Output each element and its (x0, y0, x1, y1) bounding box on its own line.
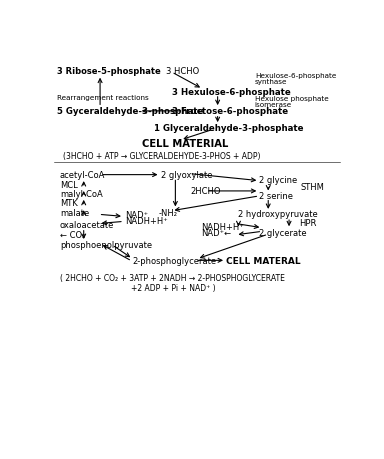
Text: NAD⁺←: NAD⁺← (201, 229, 232, 238)
Text: synthase: synthase (255, 79, 287, 85)
Text: NADH+H⁺: NADH+H⁺ (201, 222, 244, 231)
Text: +2 ADP + Pi + NAD⁺ ): +2 ADP + Pi + NAD⁺ ) (131, 284, 216, 293)
Text: HPR: HPR (300, 219, 317, 228)
Text: 3 Hexulose-6-phosphate: 3 Hexulose-6-phosphate (172, 87, 290, 96)
Text: 2-phosphoglycerate: 2-phosphoglycerate (133, 256, 217, 265)
Text: 3 Fructose-6-phosphate: 3 Fructose-6-phosphate (172, 107, 288, 116)
Text: 3 Ribose-5-phosphate: 3 Ribose-5-phosphate (57, 67, 161, 75)
Text: oxaloacetate: oxaloacetate (60, 221, 114, 230)
Text: 2 glyoxylate: 2 glyoxylate (161, 171, 213, 180)
Text: acetyl-CoA: acetyl-CoA (60, 171, 105, 180)
Text: 2 hydroxypyruvate: 2 hydroxypyruvate (238, 210, 318, 218)
Text: 2 glycine: 2 glycine (259, 176, 298, 185)
Text: CELL MATERIAL: CELL MATERIAL (142, 139, 228, 149)
Text: CELL MATERAL: CELL MATERAL (226, 256, 301, 265)
Text: isomerase: isomerase (255, 102, 292, 108)
Text: 2 serine: 2 serine (259, 191, 293, 200)
Text: ( 2HCHO + CO₂ + 3ATP + 2NADH → 2-PHOSPHOGLYCERATE: ( 2HCHO + CO₂ + 3ATP + 2NADH → 2-PHOSPHO… (60, 273, 285, 282)
Text: malate: malate (60, 209, 89, 218)
Text: MTK: MTK (60, 199, 78, 208)
Text: -NH₂: -NH₂ (159, 208, 178, 217)
Text: Hexulose phosphate: Hexulose phosphate (255, 96, 329, 102)
Text: 2 glycerate: 2 glycerate (259, 228, 307, 237)
Text: ← CO₂: ← CO₂ (60, 231, 85, 240)
Text: MCL: MCL (60, 181, 78, 190)
Text: phosphoenolpyruvate: phosphoenolpyruvate (60, 241, 152, 250)
Text: 3 HCHO: 3 HCHO (166, 67, 199, 75)
Text: (3HCHO + ATP → GLYCERALDEHYDE-3-PHOS + ADP): (3HCHO + ATP → GLYCERALDEHYDE-3-PHOS + A… (63, 151, 260, 160)
Text: malyl-CoA: malyl-CoA (60, 189, 103, 198)
Text: 5 Gyceraldehyde-3-phosphate: 5 Gyceraldehyde-3-phosphate (57, 107, 203, 116)
Text: NAD⁺: NAD⁺ (125, 210, 148, 219)
Text: Rearrangement reactions: Rearrangement reactions (57, 95, 149, 101)
Text: STHM: STHM (301, 182, 325, 191)
Text: NADH+H⁺: NADH+H⁺ (125, 217, 167, 226)
Text: Hexulose-6-phosphate: Hexulose-6-phosphate (255, 73, 336, 79)
Text: 1 Glyceraldehyde-3-phosphate: 1 Glyceraldehyde-3-phosphate (154, 124, 303, 133)
Text: 2HCHO: 2HCHO (191, 187, 221, 196)
